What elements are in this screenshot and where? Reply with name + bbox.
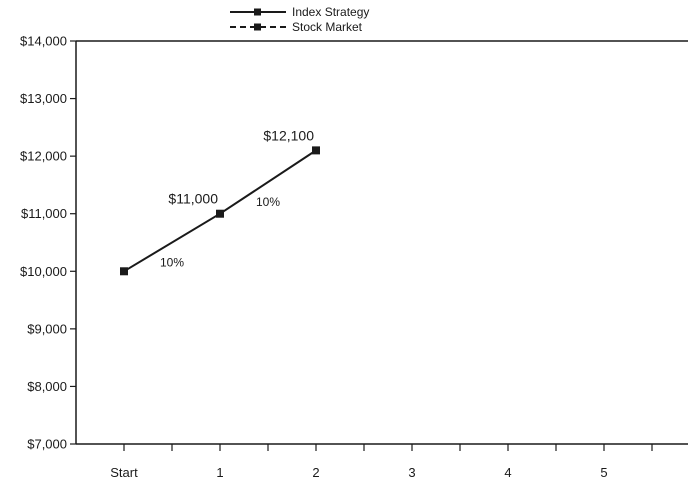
y-tick-label: $8,000 [27, 379, 67, 394]
segment-growth-label: 10% [256, 195, 280, 209]
x-tick-label: 5 [600, 465, 607, 480]
x-tick-label: 2 [312, 465, 319, 480]
x-tick-label: Start [110, 465, 138, 480]
data-point-marker [312, 146, 320, 155]
legend-label-index-strategy: Index Strategy [292, 5, 369, 19]
y-tick-label: $10,000 [20, 264, 67, 279]
y-tick-label: $13,000 [20, 91, 67, 106]
legend-marker-square [254, 8, 261, 16]
segment-growth-label: 10% [160, 256, 184, 270]
data-point-marker [216, 209, 224, 218]
x-tick-label: 1 [216, 465, 223, 480]
chart-marks: $11,000 $12,100 10% 10% [120, 127, 320, 276]
y-tick-label: $12,000 [20, 149, 67, 164]
data-point-label: $11,000 [168, 191, 218, 207]
legend-marker-square [254, 23, 261, 31]
y-tick-label: $9,000 [27, 321, 67, 336]
axes: $7,000 $8,000 $9,000 $10,000 $11,000 $12,000 $… [20, 34, 688, 480]
y-tick-label: $14,000 [20, 34, 67, 49]
y-tick-label: $7,000 [27, 437, 67, 452]
legend-label-stock-market: Stock Market [292, 20, 363, 34]
legend-item-index-strategy: Index Strategy [230, 5, 369, 19]
x-tick-label: 3 [408, 465, 415, 480]
legend: Index Strategy Stock Market [230, 5, 369, 34]
legend-item-stock-market: Stock Market [230, 20, 363, 34]
data-point-label: $12,100 [263, 127, 314, 143]
x-tick-label: 4 [504, 465, 511, 480]
y-tick-label: $11,000 [21, 206, 67, 221]
data-point-marker [120, 267, 128, 276]
